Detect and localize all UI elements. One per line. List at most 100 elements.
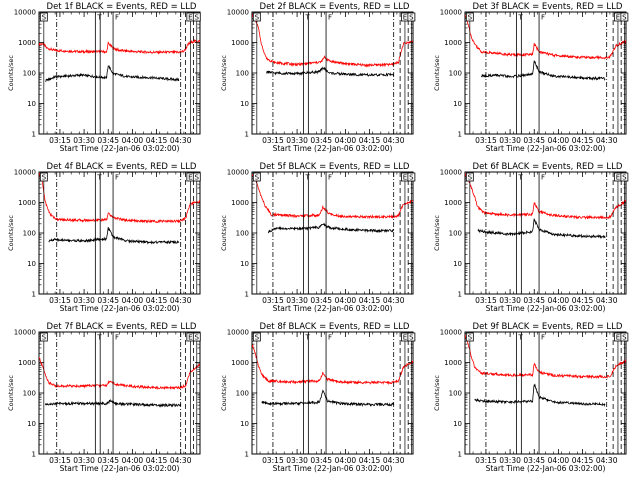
x-tick-label: 04:00 [122,296,144,305]
plot-frame [251,331,414,455]
marker-label: E [616,174,620,182]
x-tick-label: 03:45 [310,136,332,145]
marker-label: F [541,334,545,342]
y-tick-label: 10 [240,420,249,428]
x-tick-label: 03:30 [499,456,521,465]
y-axis-label: Counts/sec [7,375,15,411]
marker-label: S [409,334,414,342]
panel-title: Det 7f BLACK = Events, RED = LLD [47,322,197,332]
marker-label: E [403,334,407,342]
series-line-events [267,222,395,234]
series-line-events [481,60,606,81]
y-tick-label: 1000 [444,359,462,367]
series-line-lld [39,172,200,224]
y-tick-label: 1000 [444,199,462,207]
marker-label: S [409,174,414,182]
x-tick-label: 04:00 [122,456,144,465]
x-tick-label: 03:30 [73,296,95,305]
series-line-events [48,227,180,245]
x-tick-label: 03:30 [499,296,521,305]
x-tick-label: 04:00 [335,456,357,465]
panel-title: Det 8f BLACK = Events, RED = LLD [260,322,410,332]
y-tick-label: 1 [458,131,462,139]
y-axis-label: Counts/sec [7,55,15,91]
y-tick-label: 1000 [231,39,249,47]
marker-label: S [195,334,200,342]
x-tick-label: 03:45 [523,296,545,305]
series-line-lld [252,174,413,220]
panel-title: Det 5f BLACK = Events, RED = LLD [260,162,410,172]
marker-label: S [255,174,260,182]
y-axis-label: Counts/sec [220,375,228,411]
detector-panel-2: Det 2f BLACK = Events, RED = LLD Counts/s… [220,2,416,153]
x-axis-label: Start Time (22-Jan-06 03:02:00) [60,144,180,153]
x-tick-label: 03:15 [262,456,284,465]
y-tick-label: 1 [245,291,249,299]
y-axis-label: Counts/sec [7,215,15,251]
series-line-events [261,389,395,407]
marker-label: S [468,334,473,342]
y-axis-label: Counts/sec [220,55,228,91]
x-tick-label: 04:15 [572,136,594,145]
x-tick-label: 03:45 [523,456,545,465]
x-tick-label: 03:45 [97,296,119,305]
panel-title: Det 4f BLACK = Events, RED = LLD [47,162,197,172]
x-axis-label: Start Time (22-Jan-06 03:02:00) [60,464,180,473]
marker-label: T [305,334,311,342]
marker-label: F [541,14,545,22]
x-axis-label: Start Time (22-Jan-06 03:02:00) [486,304,606,313]
series-line-events [266,66,395,77]
x-tick-label: 04:00 [122,136,144,145]
y-tick-label: 10000 [227,329,249,337]
x-tick-label: 04:30 [383,296,405,305]
x-axis-label: Start Time (22-Jan-06 03:02:00) [60,304,180,313]
marker-label: T [305,14,311,22]
x-tick-label: 04:30 [596,136,618,145]
y-tick-label: 100 [449,70,462,78]
panel-title: Det 9f BLACK = Events, RED = LLD [473,322,623,332]
marker-label: F [541,174,545,182]
y-tick-label: 10000 [14,9,36,17]
x-axis-label: Start Time (22-Jan-06 03:02:00) [273,304,393,313]
x-tick-label: 04:00 [548,456,570,465]
y-axis-label: Counts/sec [433,55,441,91]
x-tick-label: 04:30 [383,456,405,465]
y-tick-label: 1 [32,131,36,139]
x-tick-label: 03:30 [73,456,95,465]
y-tick-label: 1000 [444,39,462,47]
marker-label: T [96,334,102,342]
detector-panel-5: Det 5f BLACK = Events, RED = LLD Counts/s… [220,162,416,313]
series-line-events [474,383,606,407]
x-tick-label: 04:30 [596,456,618,465]
plot-frame [38,11,201,135]
x-tick-label: 04:15 [572,296,594,305]
x-axis-label: Start Time (22-Jan-06 03:02:00) [273,464,393,473]
x-tick-label: 03:30 [73,136,95,145]
marker-label: E [188,334,192,342]
x-tick-label: 03:15 [49,456,71,465]
marker-label: S [468,174,473,182]
x-tick-label: 03:15 [49,136,71,145]
y-axis-label: Counts/sec [433,375,441,411]
x-tick-label: 04:00 [335,296,357,305]
marker-label: E [403,14,407,22]
x-axis-label: Start Time (22-Jan-06 03:02:00) [273,144,393,153]
marker-label: T [96,174,102,182]
x-tick-label: 04:30 [170,296,192,305]
series-line-lld [252,13,413,68]
x-tick-label: 04:30 [170,456,192,465]
series-line-lld [465,334,626,380]
marker-label: E [188,14,192,22]
series-line-events [45,65,180,83]
x-tick-label: 04:15 [146,136,168,145]
x-tick-label: 03:30 [286,296,308,305]
marker-label: S [195,174,200,182]
marker-label: S [622,334,627,342]
x-axis-label: Start Time (22-Jan-06 03:02:00) [486,144,606,153]
x-tick-label: 03:15 [262,136,284,145]
y-tick-label: 100 [23,230,36,238]
marker-label: T [518,334,524,342]
x-tick-label: 03:45 [310,296,332,305]
marker-label: S [195,14,200,22]
